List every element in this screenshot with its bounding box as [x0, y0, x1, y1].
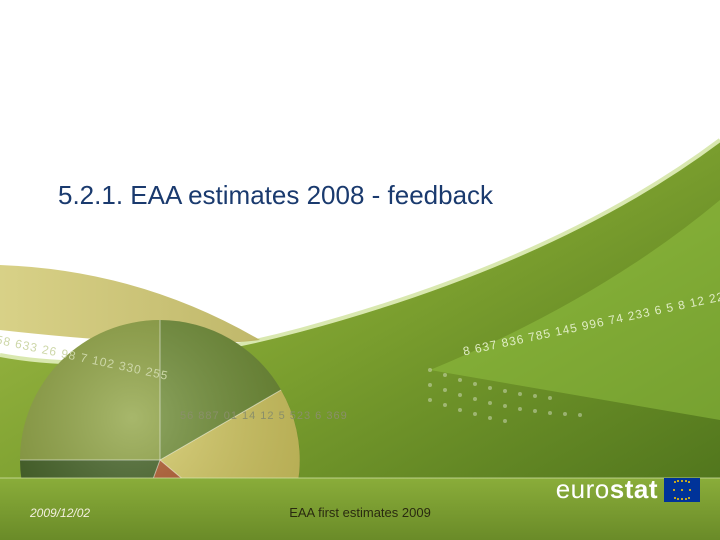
arc-svg	[0, 0, 720, 540]
eu-stars-icon	[673, 481, 691, 499]
slide-container: 5.2.1. EAA estimates 2008 - feedback	[0, 0, 720, 540]
background-graphic	[0, 0, 720, 540]
logo-bold: stat	[610, 474, 658, 504]
eu-flag-icon	[664, 478, 700, 502]
footer-center-text: EAA first estimates 2009	[0, 505, 720, 520]
logo-text: eurostat	[556, 474, 658, 505]
numbers-decor-mid: 56 887 01 14 12 5 523 6 369	[180, 410, 348, 422]
logo-prefix: euro	[556, 474, 610, 504]
slide-title: 5.2.1. EAA estimates 2008 - feedback	[58, 180, 493, 211]
eurostat-logo: eurostat	[556, 474, 700, 505]
